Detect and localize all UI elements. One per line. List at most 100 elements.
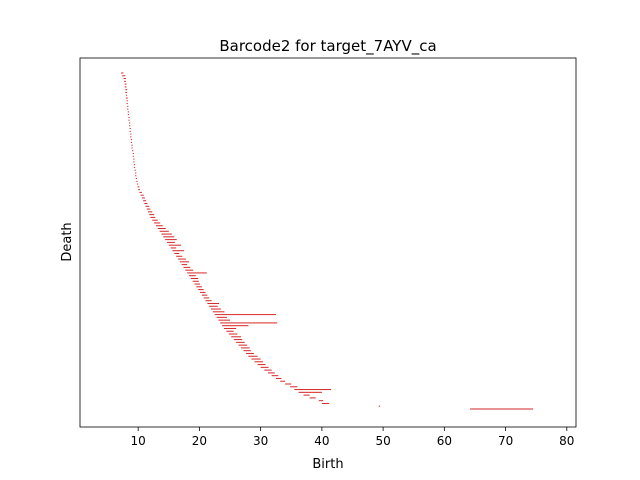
barcode-bar [126, 100, 128, 102]
barcode-bar [128, 125, 131, 127]
barcode-bar [285, 383, 292, 385]
barcode-bar [129, 128, 131, 130]
barcode-bar [140, 194, 144, 196]
barcode-bar [241, 347, 250, 349]
barcode-bar [170, 247, 177, 249]
barcode-bar [157, 228, 166, 229]
barcode-bar [149, 214, 155, 216]
barcode-bar [159, 230, 169, 232]
barcode-bar [132, 155, 134, 157]
barcode-bar [177, 258, 186, 260]
bars-group [121, 72, 534, 410]
barcode-bar [150, 216, 156, 218]
barcode-bar [233, 339, 243, 341]
barcode-bar [128, 122, 131, 124]
x-tick-label: 40 [314, 434, 329, 448]
barcode-bar [168, 244, 182, 246]
barcode-bar [200, 291, 206, 293]
barcode-bar [187, 272, 207, 274]
barcode-bar [257, 364, 266, 366]
barcode-bar [141, 197, 145, 199]
barcode-bar [174, 253, 180, 254]
x-tick-label: 10 [131, 434, 146, 448]
x-tick-label: 20 [192, 434, 207, 448]
x-tick-label: 50 [375, 434, 390, 448]
y-axis-label: Death [60, 222, 75, 261]
barcode-bar [152, 219, 158, 221]
barcode-bar [231, 336, 242, 338]
barcode-bar [125, 94, 128, 96]
barcode-bar [135, 172, 137, 174]
barcode-bar [251, 358, 261, 360]
barcode-bar [275, 377, 282, 379]
barcode-bar [238, 344, 248, 346]
barcode-bar [125, 97, 128, 99]
barcode-bar [216, 316, 227, 318]
barcode-bar [129, 130, 131, 132]
barcode-bar [133, 161, 135, 163]
barcode-bar [192, 280, 199, 282]
barcode-bar [189, 275, 196, 277]
barcode-bar [254, 361, 264, 363]
barcode-bar [130, 139, 133, 141]
barcode-bar [136, 180, 138, 182]
barcode-bar [176, 255, 183, 257]
barcode-bar [166, 241, 175, 243]
barcode-bar [165, 239, 177, 241]
barcode-bar [226, 330, 234, 332]
barcode-bar [124, 86, 127, 88]
barcode-bar [121, 72, 124, 74]
barcode-bar [131, 147, 133, 149]
barcode-bar [321, 402, 330, 404]
barcode-bar [125, 91, 128, 93]
barcode-bar [212, 311, 225, 313]
barcode-bar [245, 352, 254, 354]
x-axis-ticks: 10 20 30 40 50 60 70 80 [131, 427, 574, 448]
barcode-bar [133, 158, 135, 160]
barcode-bar [132, 153, 134, 155]
barcode-bar [183, 266, 191, 268]
barcode-bar [137, 186, 140, 188]
barcode-bar [190, 277, 199, 279]
barcode-bar [133, 164, 136, 166]
barcode-bar [222, 325, 249, 327]
barcode-bar [132, 150, 134, 152]
barcode-bar [130, 133, 132, 135]
barcode-bar [290, 386, 298, 388]
barcode-bar [154, 222, 161, 224]
barcode-bar [201, 294, 208, 296]
barcode-bar [144, 203, 148, 205]
barcode-bar [218, 319, 231, 321]
barcode-bar [318, 400, 324, 402]
barcode-bar [123, 78, 126, 80]
barcode-bar [181, 264, 188, 266]
barcode-bar [161, 233, 172, 235]
barcode-bar [185, 269, 194, 271]
barcode-bar [136, 183, 139, 185]
barcode-bar [220, 322, 278, 324]
barcode-bar [135, 178, 137, 180]
barcode-bar [128, 119, 130, 121]
barcode-bar [228, 333, 238, 335]
barcode-bar [163, 236, 175, 238]
barcode-bar [214, 314, 276, 316]
barcode-bar [130, 141, 133, 143]
barcode-bar [294, 389, 332, 391]
chart-title: Barcode2 for target_7AYV_ca [219, 37, 436, 56]
x-tick-label: 70 [498, 434, 513, 448]
barcode-bar [128, 116, 130, 118]
x-tick-label: 30 [253, 434, 268, 448]
barcode-bar [264, 369, 272, 371]
barcode-bar [124, 80, 126, 82]
barcode-bar [172, 250, 185, 252]
barcode-bar [309, 397, 316, 399]
barcode-bar [303, 394, 310, 396]
barcode-bar [130, 136, 132, 138]
x-axis-label: Birth [312, 457, 343, 472]
barcode-bar [196, 286, 202, 288]
barcode-bar [134, 169, 136, 171]
barcode-bar [138, 189, 141, 191]
barcode-bar [209, 305, 218, 307]
